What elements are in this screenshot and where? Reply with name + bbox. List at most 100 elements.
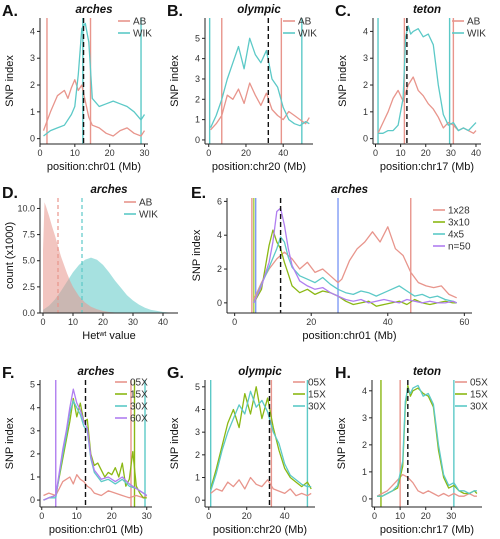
legend-label: n=50: [448, 242, 471, 253]
y-tick-label: 3: [195, 74, 200, 84]
y-axis-title: SNP index: [337, 55, 349, 107]
plot-area: [210, 37, 310, 131]
series-line-05x: [376, 473, 477, 497]
density-ab: [43, 202, 115, 313]
x-tick-label: 0: [373, 148, 378, 158]
legend-label: 05X: [308, 378, 326, 389]
panel-label: G.: [167, 365, 184, 382]
panel-title: arches: [90, 184, 127, 196]
legend-label: 1x28: [448, 206, 470, 217]
panel-title: teton: [413, 366, 441, 378]
y-tick-label: 4: [195, 54, 200, 64]
x-tick-label: 40: [278, 148, 288, 158]
legend-label: 15X: [130, 390, 148, 401]
x-tick-label: 40: [280, 511, 290, 521]
y-tick-label: 0.0: [22, 308, 35, 318]
x-tick-label: 0: [232, 317, 237, 327]
series-line-05x: [43, 474, 148, 499]
y-tick-label: 5: [30, 380, 35, 390]
y-tick-label: 3: [195, 427, 200, 437]
legend-label: AB: [139, 198, 153, 209]
y-tick-label: 1: [362, 467, 367, 477]
x-tick-label: 10: [72, 511, 82, 521]
series-line-30x: [210, 390, 312, 492]
series-line-wik: [378, 25, 477, 134]
panel-label: F.: [2, 365, 14, 382]
y-tick-label: 5: [195, 382, 200, 392]
x-tick-label: 20: [242, 511, 252, 521]
series-line-wik: [210, 37, 310, 128]
x-tick-label: 10: [70, 148, 80, 158]
x-tick-label: 20: [107, 511, 117, 521]
y-tick-label: 1: [363, 107, 368, 117]
y-tick-label: 4: [30, 403, 35, 413]
x-tick-label: 0: [37, 148, 42, 158]
x-axis-title-main: Het: [82, 330, 99, 342]
y-tick-label: 10.0: [17, 203, 35, 213]
panel-f: F. arches 0 10 20 30 0 1 2 3 4 5 position:chr01 (Mb)…: [2, 365, 152, 536]
x-tick-label: 0: [206, 511, 211, 521]
panel-label: C.: [335, 3, 351, 20]
y-tick-label: 4: [362, 386, 367, 396]
x-axis-title: Hetwt value: [82, 330, 135, 342]
panel-title: arches: [77, 366, 114, 378]
y-tick-label: 3: [30, 426, 35, 436]
x-axis-title: position:chr01 (Mb): [47, 161, 141, 173]
x-tick-label: 40: [383, 317, 393, 327]
y-tick-label: 4: [195, 404, 200, 414]
legend-label: AB: [133, 17, 147, 28]
x-axis-title: position:chr17 (Mb): [380, 524, 474, 536]
legend-label: WIK: [467, 29, 486, 40]
legend-label: 30X: [470, 402, 488, 413]
x-tick-label: 40: [471, 148, 481, 158]
panel-d: D. arches 0 10 20 30 40 0.0 2.5 5.0 7.5 10.0 Hetwt v…: [2, 184, 178, 342]
plot-area: [376, 384, 478, 497]
x-axis-title: position:chr01 (Mb): [49, 524, 143, 536]
x-tick-label: 0: [206, 148, 211, 158]
x-tick-label: 10: [395, 511, 405, 521]
x-tick-label: 0: [372, 511, 377, 521]
y-tick-label: 5: [195, 33, 200, 43]
panel-label: D.: [2, 185, 18, 202]
y-tick-label: 3: [363, 53, 368, 63]
x-axis-title: position:chr17 (Mb): [380, 161, 474, 173]
y-tick-label: 1: [30, 107, 35, 117]
series-line-15x: [377, 384, 478, 497]
x-tick-label: 60: [459, 317, 469, 327]
legend-label: 05X: [130, 378, 148, 389]
y-tick-label: 0: [195, 135, 200, 145]
series-line-wik: [43, 22, 146, 137]
legend-label: WIK: [298, 29, 317, 40]
x-tick-label: 10: [396, 148, 406, 158]
legend-label: WIK: [139, 210, 158, 221]
panel-label: E.: [191, 185, 206, 202]
x-tick-label: 30: [446, 511, 456, 521]
x-axis-title: position:chr20 (Mb): [212, 161, 306, 173]
y-tick-label: 0: [30, 495, 35, 505]
x-axis-title: position:chr01 (Mb): [302, 330, 396, 342]
y-tick-label: 2: [195, 94, 200, 104]
y-tick-label: 2.5: [22, 282, 35, 292]
y-tick-label: 4: [30, 26, 35, 36]
x-tick-label: 40: [158, 317, 168, 327]
legend-label: AB: [298, 17, 312, 28]
y-tick-label: 0: [363, 134, 368, 144]
series-line-60x: [43, 388, 148, 501]
x-tick-label: 30: [446, 148, 456, 158]
panel-title: olympic: [237, 4, 281, 16]
y-tick-label: 2: [362, 440, 367, 450]
x-tick-label: 30: [140, 148, 150, 158]
panel-a: A. arches 0 10 20 30 0 1 2 3 4 position:chr01 (Mb) S…: [2, 3, 152, 173]
legend-label: WIK: [133, 29, 152, 40]
series-line-05x: [210, 476, 312, 497]
legend-label: 05X: [470, 378, 488, 389]
y-axis-title: SNP index: [4, 417, 16, 469]
series-line-n50: [253, 207, 457, 304]
panel-title: arches: [75, 4, 112, 16]
panel-label: B.: [167, 3, 183, 20]
panel-title: teton: [413, 4, 441, 16]
